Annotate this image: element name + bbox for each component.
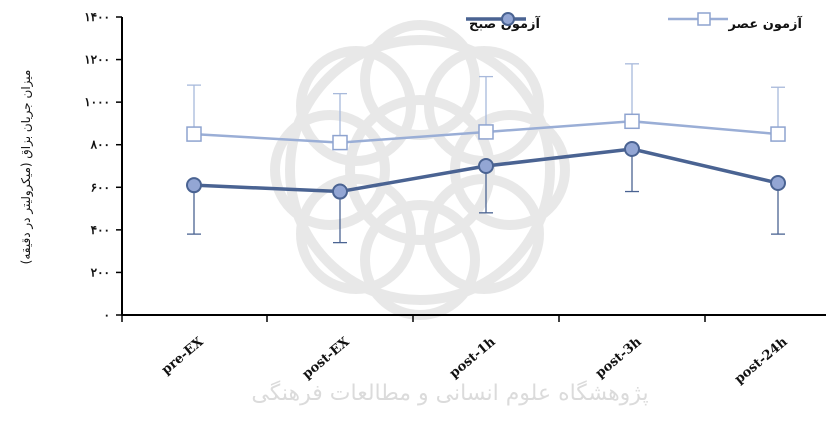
y-tick-label: ۱۲۰۰ xyxy=(84,53,110,67)
y-tick-label: ۴۰۰ xyxy=(91,223,110,237)
data-point xyxy=(332,183,348,200)
error-bars xyxy=(187,63,785,244)
legend-marker xyxy=(697,12,711,26)
watermark-emblem xyxy=(270,20,570,320)
watermark-text: پژوهشگاه علوم انسانی و مطالعات فرهنگی xyxy=(251,380,648,406)
legend-label: آزمون عصر xyxy=(727,15,802,32)
data-point xyxy=(624,140,640,157)
y-tick-label: ۱۴۰۰ xyxy=(84,10,110,24)
y-axis-label: میزان جریان بزاق (میکرولیتر در دقیقه) xyxy=(19,70,34,265)
legend-marker xyxy=(501,12,515,26)
data-point xyxy=(624,113,640,130)
x-category-label: pre-EX xyxy=(159,334,207,378)
x-category-label: post-EX xyxy=(300,334,354,382)
y-tick-label: ۱۰۰۰ xyxy=(84,95,110,109)
x-ticks: pre-EX post-EX post-1h post-3h post-24h xyxy=(121,315,791,387)
data-point xyxy=(770,126,786,142)
y-tick-label: ۶۰۰ xyxy=(91,180,110,194)
x-category-label: post-24h xyxy=(732,334,791,387)
y-tick-label: ۲۰۰ xyxy=(91,265,110,279)
data-point xyxy=(478,158,494,174)
data-point xyxy=(186,126,202,142)
x-category-label: post-3h xyxy=(593,334,645,381)
x-category-label: post-1h xyxy=(447,334,499,381)
legend: آزمون صبح آزمون عصر xyxy=(466,12,803,32)
data-point xyxy=(186,177,202,194)
data-point xyxy=(332,134,348,151)
y-tick-label: ۰ xyxy=(104,308,110,322)
series-markers xyxy=(186,113,786,200)
chart-axes xyxy=(121,17,826,316)
y-tick-label: ۸۰۰ xyxy=(90,138,110,152)
data-point xyxy=(770,175,786,192)
y-ticks: ۰ ۲۰۰ ۴۰۰ ۶۰۰ ۸۰۰ ۱۰۰۰ ۱۲۰۰ ۱۴۰۰ xyxy=(84,10,122,322)
data-point xyxy=(478,124,494,140)
